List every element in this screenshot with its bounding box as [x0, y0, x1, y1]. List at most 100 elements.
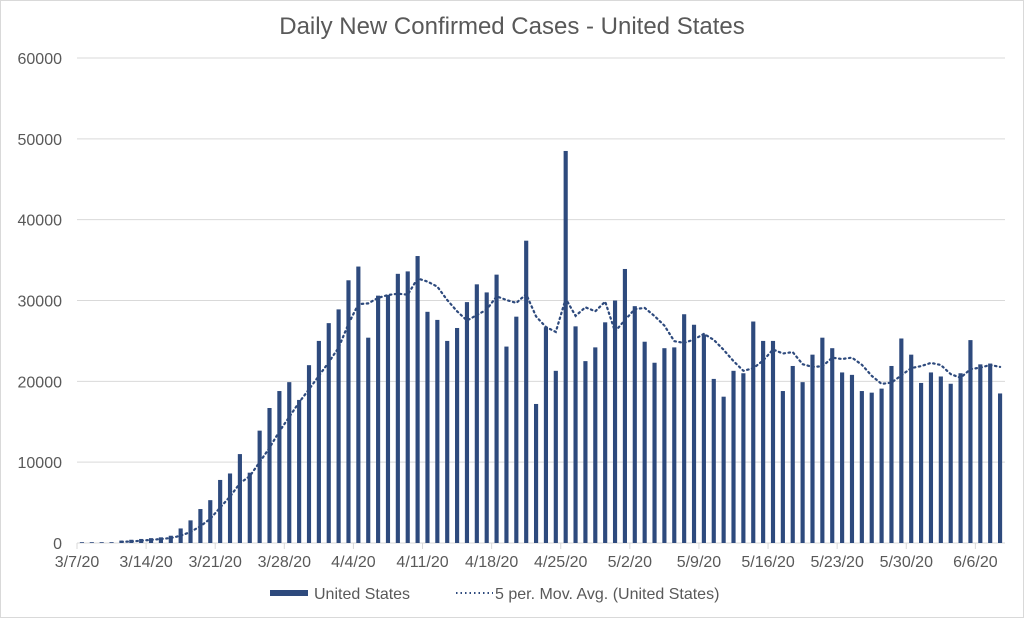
x-tick-label: 5/9/20	[677, 554, 722, 571]
bar	[385, 294, 391, 543]
x-tick-label: 5/16/20	[741, 554, 794, 571]
bar	[583, 361, 588, 543]
x-tick-label: 4/11/20	[396, 554, 448, 571]
bar	[287, 382, 292, 543]
y-tick-label: 50000	[18, 132, 63, 149]
bar	[988, 363, 993, 543]
bar	[741, 373, 746, 543]
bar	[376, 295, 381, 543]
y-tick-label: 30000	[18, 294, 63, 311]
legend-bar-swatch	[270, 590, 308, 596]
bar-series	[79, 150, 1003, 544]
bar	[701, 334, 706, 543]
x-tick-label: 3/14/20	[119, 554, 172, 571]
bar	[346, 280, 351, 543]
bar	[277, 391, 282, 543]
bar	[158, 537, 163, 543]
bar	[237, 454, 242, 543]
bar	[504, 346, 509, 543]
bar	[938, 376, 943, 543]
bar	[99, 542, 104, 543]
bar	[919, 382, 924, 543]
bar	[316, 340, 321, 543]
bar	[790, 365, 795, 543]
y-tick-label: 10000	[18, 455, 63, 472]
bar	[682, 314, 687, 543]
x-tick-label: 5/30/20	[880, 554, 933, 571]
y-tick-label: 60000	[18, 51, 63, 68]
bar	[879, 388, 884, 543]
bar	[553, 370, 558, 543]
bar	[968, 340, 973, 543]
bar	[415, 256, 420, 543]
bar	[356, 266, 361, 543]
bar	[770, 340, 776, 543]
y-tick-label: 40000	[18, 213, 63, 230]
x-tick-label: 3/7/20	[55, 554, 100, 571]
bar	[563, 150, 568, 544]
bar	[435, 319, 440, 543]
x-tick-label: 6/6/20	[953, 554, 998, 571]
bar	[395, 273, 400, 543]
bar	[800, 382, 805, 543]
bar	[672, 347, 677, 543]
bar	[662, 348, 667, 543]
bar	[533, 403, 539, 543]
bar	[928, 372, 934, 543]
bar	[632, 306, 637, 543]
bar	[474, 284, 479, 543]
bar	[484, 292, 489, 543]
bar	[830, 348, 835, 543]
bar	[109, 542, 114, 543]
bar	[721, 396, 726, 543]
bar	[691, 324, 697, 543]
bar	[869, 392, 874, 543]
bar	[366, 337, 371, 543]
bar	[899, 338, 904, 543]
bar	[514, 316, 519, 543]
bar	[257, 430, 262, 543]
bar	[425, 311, 430, 543]
bar	[652, 362, 657, 543]
bar	[711, 378, 716, 543]
bar	[227, 473, 233, 543]
bar	[997, 393, 1003, 543]
x-tick-label: 4/25/20	[534, 554, 587, 571]
x-tick-label: 4/18/20	[465, 554, 518, 571]
bar	[494, 274, 499, 543]
bar	[840, 372, 845, 543]
x-tick-label: 3/28/20	[258, 554, 311, 571]
bar	[297, 399, 302, 543]
bar	[780, 391, 785, 543]
legend-label-bars: United States	[314, 586, 410, 603]
bar	[978, 364, 983, 543]
gridlines	[77, 57, 1005, 544]
moving-average-line	[120, 277, 1002, 543]
y-axis-ticks: 0 10000 20000 30000 40000 50000 60000	[18, 51, 63, 553]
chart-title: Daily New Confirmed Cases - United State…	[279, 13, 745, 40]
bar	[948, 383, 953, 543]
bar	[336, 309, 341, 543]
bar	[909, 354, 914, 543]
bar	[761, 340, 766, 543]
legend: United States 5 per. Mov. Avg. (United S…	[270, 586, 719, 603]
bar	[79, 542, 85, 543]
x-axis: 3/7/20 3/14/20 3/21/20 3/28/20 4/4/20 4/11/20…	[55, 542, 1005, 571]
bar	[89, 542, 94, 543]
bar	[168, 535, 173, 543]
bar	[445, 340, 450, 543]
x-tick-label: 5/2/20	[608, 554, 653, 571]
bar	[642, 341, 647, 543]
bar	[731, 370, 736, 543]
bar	[247, 472, 252, 543]
bar	[218, 479, 223, 543]
legend-label-avg: 5 per. Mov. Avg. (United States)	[495, 586, 719, 603]
bar	[889, 365, 894, 543]
bar	[593, 347, 598, 543]
bar	[405, 271, 410, 543]
bar	[267, 408, 272, 543]
bar	[612, 300, 618, 543]
bar	[573, 326, 578, 543]
y-tick-label: 20000	[18, 374, 63, 391]
